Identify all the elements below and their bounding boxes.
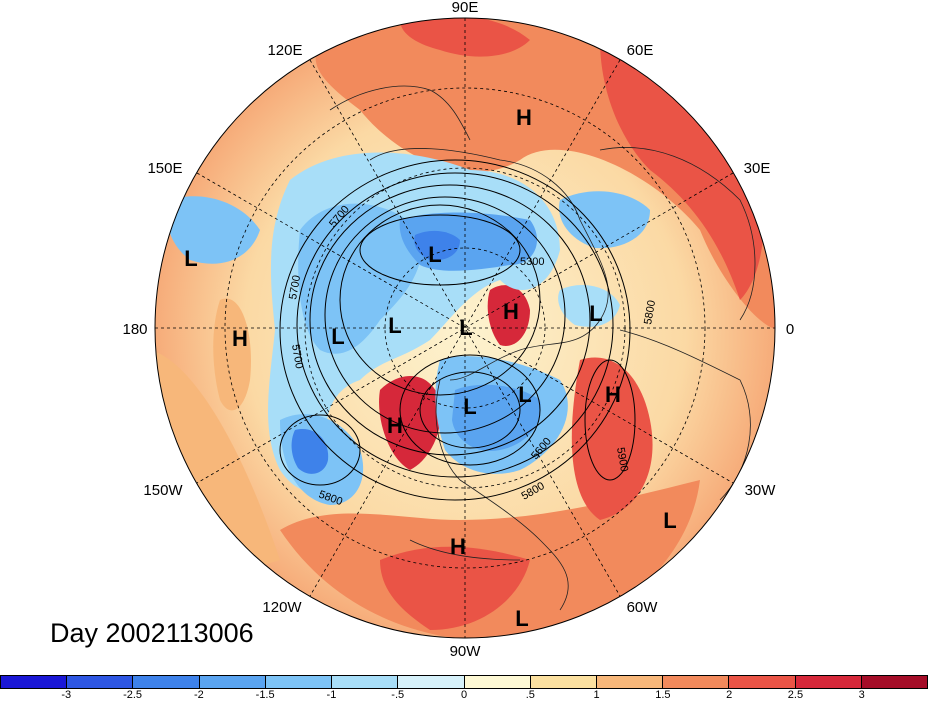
pressure-center-marker: L (589, 301, 602, 326)
pressure-center-marker: H (605, 382, 621, 407)
colorbar-bin (133, 676, 200, 688)
colorbar-tick-label: -1.5 (255, 689, 275, 701)
colorbar-bin (795, 676, 862, 688)
lon-label-30w: 30W (745, 482, 777, 499)
lon-label-60e: 60E (627, 42, 654, 59)
pressure-center-marker: H (387, 413, 403, 438)
pressure-center-marker: L (388, 313, 401, 338)
colorbar-bin (199, 676, 266, 688)
contour-label: 5700 (289, 343, 305, 369)
colorbar-tick-label: -.5 (391, 689, 405, 701)
colorbar-tick-label: 3 (858, 689, 865, 701)
colorbar-tick-label: -1 (326, 689, 337, 701)
colorbar-tick-label: -3 (61, 689, 72, 701)
pressure-center-marker: H (516, 105, 532, 130)
pressure-center-marker: L (518, 382, 531, 407)
map-title: Day 2002113006 (50, 618, 254, 648)
lon-label-90w: 90W (450, 643, 482, 660)
pressure-center-marker: L (184, 246, 197, 271)
colorbar-tick-label: 1 (593, 689, 600, 701)
colorbar-tick-label: 2.5 (787, 689, 804, 701)
colorbar-bin (398, 676, 465, 688)
pressure-center-marker: L (463, 394, 476, 419)
colorbar-tick-label: .5 (525, 689, 535, 701)
lon-label-0: 0 (786, 321, 794, 338)
contour-label: 5300 (520, 256, 544, 268)
pressure-center-marker: L (428, 242, 441, 267)
pressure-center-marker: H (450, 534, 466, 559)
colorbar-bin (265, 676, 333, 688)
pressure-center-marker: L (515, 606, 528, 631)
lon-label-120e: 120E (267, 42, 302, 59)
colorbar-tick-label: -2.5 (123, 689, 143, 701)
colorbar-bin (861, 676, 928, 688)
lon-label-90e: 90E (452, 0, 479, 16)
colorbar-bin (663, 676, 730, 688)
contour-label: 5900 (614, 446, 630, 472)
pressure-center-marker: L (459, 315, 472, 340)
lon-label-30e: 30E (744, 160, 771, 177)
pressure-center-marker: H (232, 326, 248, 351)
colorbar-tick-label: 2 (726, 689, 733, 701)
colorbar-tick-label: -2 (193, 689, 204, 701)
colorbar (0, 675, 928, 689)
contour-label: 5800 (642, 299, 658, 325)
colorbar-tick-label: 0 (460, 689, 468, 701)
lon-label-150w: 150W (143, 482, 183, 499)
lon-label-120w: 120W (262, 599, 302, 616)
pressure-center-marker: H (503, 299, 519, 324)
colorbar-bin (1, 676, 68, 688)
pressure-center-marker: L (331, 324, 344, 349)
lon-label-150e: 150E (147, 160, 182, 177)
colorbar-bin (67, 676, 134, 688)
colorbar-bin (729, 676, 796, 688)
colorbar-bin (530, 676, 597, 688)
pressure-center-marker: L (663, 508, 676, 533)
lon-label-60w: 60W (627, 599, 659, 616)
colorbar-bin (332, 676, 399, 688)
colorbar-tick-label: 1.5 (655, 689, 671, 701)
colorbar-bin (464, 676, 531, 688)
anomaly-field (155, 18, 775, 638)
lon-label-180: 180 (122, 321, 147, 338)
contour-label: 5700 (287, 274, 303, 300)
colorbar-bin (596, 676, 664, 688)
